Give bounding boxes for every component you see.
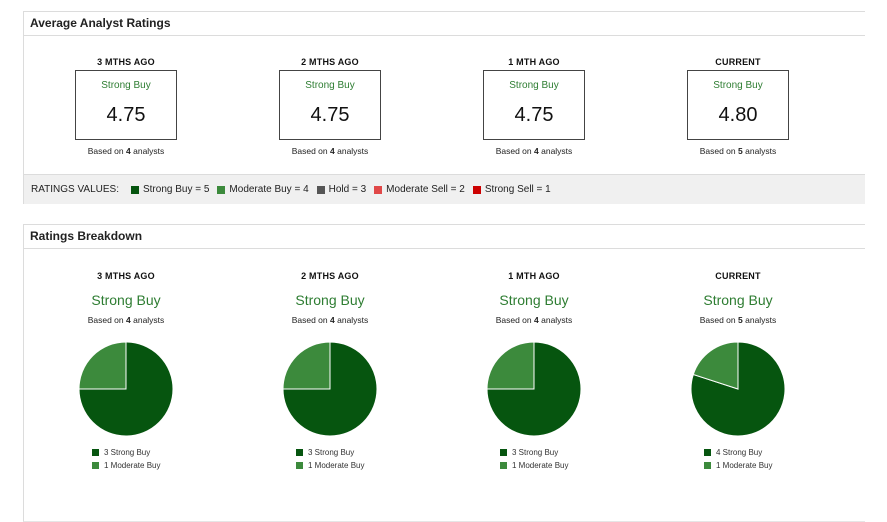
rating-box: Strong Buy 4.80	[687, 70, 789, 140]
rating-box: Strong Buy 4.75	[75, 70, 177, 140]
pie-slice-moderate-buy	[78, 341, 127, 390]
pie-chart	[484, 339, 584, 439]
value-strong-buy: Strong Buy = 5	[130, 184, 209, 195]
period-heading: CURRENT	[715, 271, 761, 281]
ratings-values-legend: RATINGS VALUES: Strong Buy = 5 Moderate …	[24, 174, 865, 204]
analyst-count-text: Based on 4 analysts	[291, 146, 369, 156]
legend-moderate-buy: 1 Moderate Buy	[704, 459, 788, 472]
analyst-count: 5	[738, 315, 743, 325]
strong-buy-swatch	[92, 449, 99, 456]
period-heading: 3 MTHS AGO	[97, 271, 155, 281]
consensus-label: Strong Buy	[91, 292, 161, 308]
pie-slice-moderate-buy	[486, 341, 535, 390]
legend-strong-buy: 3 Strong Buy	[92, 446, 176, 459]
moderate-sell-swatch	[374, 185, 383, 194]
rating-label: Strong Buy	[101, 80, 151, 91]
avg-col-1-mth: 1 MTH AGO Strong Buy 4.75 Based on 4 ana…	[432, 57, 636, 156]
analyst-count: 4	[534, 315, 539, 325]
legend-moderate-buy: 1 Moderate Buy	[500, 459, 584, 472]
strong-sell-swatch	[472, 185, 481, 194]
average-ratings-panel: Average Analyst Ratings 3 MTHS AGO Stron…	[23, 11, 865, 204]
analyst-count: 4	[126, 315, 131, 325]
value-moderate-buy: Moderate Buy = 4	[217, 184, 309, 195]
value-strong-sell: Strong Sell = 1	[472, 184, 551, 195]
pie-legend: 3 Strong Buy 1 Moderate Buy	[280, 446, 380, 472]
ratings-values-title: RATINGS VALUES:	[31, 184, 119, 195]
strong-buy-swatch	[704, 449, 711, 456]
legend-strong-buy: 4 Strong Buy	[704, 446, 788, 459]
pie-legend: 4 Strong Buy 1 Moderate Buy	[688, 446, 788, 472]
analyst-count-text: Based on 4 analysts	[87, 315, 165, 325]
strong-buy-swatch	[500, 449, 507, 456]
analyst-count: 5	[738, 146, 743, 156]
rating-label: Strong Buy	[713, 80, 763, 91]
value-moderate-sell: Moderate Sell = 2	[374, 184, 465, 195]
rating-score: 4.80	[718, 104, 758, 126]
period-heading: 2 MTHS AGO	[301, 271, 359, 281]
strong-buy-swatch	[296, 449, 303, 456]
pie-chart	[280, 339, 380, 439]
analyst-count-text: Based on 4 analysts	[87, 146, 165, 156]
legend-strong-buy: 3 Strong Buy	[296, 446, 380, 459]
moderate-buy-swatch	[500, 462, 507, 469]
pie-chart	[688, 339, 788, 439]
analyst-count-text: Based on 5 analysts	[699, 315, 777, 325]
consensus-label: Strong Buy	[295, 292, 365, 308]
moderate-buy-swatch	[92, 462, 99, 469]
consensus-label: Strong Buy	[499, 292, 569, 308]
avg-col-2-mths: 2 MTHS AGO Strong Buy 4.75 Based on 4 an…	[228, 57, 432, 156]
analyst-count-text: Based on 4 analysts	[291, 315, 369, 325]
analyst-count-text: Based on 4 analysts	[495, 315, 573, 325]
avg-col-current: CURRENT Strong Buy 4.80 Based on 5 analy…	[636, 57, 840, 156]
ratings-breakdown-panel: Ratings Breakdown 3 MTHS AGO Strong Buy …	[23, 224, 865, 522]
period-heading: 1 MTH AGO	[508, 57, 560, 67]
rating-box: Strong Buy 4.75	[279, 70, 381, 140]
breakdown-col-3-mths: 3 MTHS AGO Strong Buy Based on 4 analyst…	[24, 271, 228, 472]
pie-chart-svg	[78, 341, 174, 437]
period-heading: 1 MTH AGO	[508, 271, 560, 281]
consensus-label: Strong Buy	[703, 292, 773, 308]
breakdown-col-1-mth: 1 MTH AGO Strong Buy Based on 4 analysts…	[432, 271, 636, 472]
pie-slice-moderate-buy	[692, 341, 739, 390]
value-hold: Hold = 3	[316, 184, 366, 195]
pie-chart	[76, 339, 176, 439]
legend-strong-buy: 3 Strong Buy	[500, 446, 584, 459]
average-ratings-columns: 3 MTHS AGO Strong Buy 4.75 Based on 4 an…	[24, 57, 865, 156]
pie-chart-svg	[282, 341, 378, 437]
analyst-count: 4	[330, 315, 335, 325]
moderate-buy-swatch	[704, 462, 711, 469]
rating-label: Strong Buy	[509, 80, 559, 91]
pie-chart-svg	[690, 341, 786, 437]
period-heading: 2 MTHS AGO	[301, 57, 359, 67]
rating-score: 4.75	[310, 104, 350, 126]
analyst-count-text: Based on 5 analysts	[699, 146, 777, 156]
analyst-count-text: Based on 4 analysts	[495, 146, 573, 156]
legend-moderate-buy: 1 Moderate Buy	[92, 459, 176, 472]
rating-score: 4.75	[514, 104, 554, 126]
moderate-buy-swatch	[217, 185, 226, 194]
strong-buy-swatch	[130, 185, 139, 194]
pie-chart-svg	[486, 341, 582, 437]
analyst-count: 4	[330, 146, 335, 156]
period-heading: CURRENT	[715, 57, 761, 67]
pie-legend: 3 Strong Buy 1 Moderate Buy	[484, 446, 584, 472]
avg-col-3-mths: 3 MTHS AGO Strong Buy 4.75 Based on 4 an…	[24, 57, 228, 156]
breakdown-columns: 3 MTHS AGO Strong Buy Based on 4 analyst…	[24, 271, 865, 472]
rating-box: Strong Buy 4.75	[483, 70, 585, 140]
analyst-count: 4	[534, 146, 539, 156]
rating-score: 4.75	[106, 104, 146, 126]
breakdown-col-current: CURRENT Strong Buy Based on 5 analysts 4…	[636, 271, 840, 472]
ratings-breakdown-title: Ratings Breakdown	[24, 225, 865, 249]
moderate-buy-swatch	[296, 462, 303, 469]
breakdown-col-2-mths: 2 MTHS AGO Strong Buy Based on 4 analyst…	[228, 271, 432, 472]
pie-slice-moderate-buy	[282, 341, 331, 390]
legend-moderate-buy: 1 Moderate Buy	[296, 459, 380, 472]
analyst-count: 4	[126, 146, 131, 156]
pie-legend: 3 Strong Buy 1 Moderate Buy	[76, 446, 176, 472]
period-heading: 3 MTHS AGO	[97, 57, 155, 67]
average-ratings-title: Average Analyst Ratings	[24, 12, 865, 36]
hold-swatch	[316, 185, 325, 194]
rating-label: Strong Buy	[305, 80, 355, 91]
